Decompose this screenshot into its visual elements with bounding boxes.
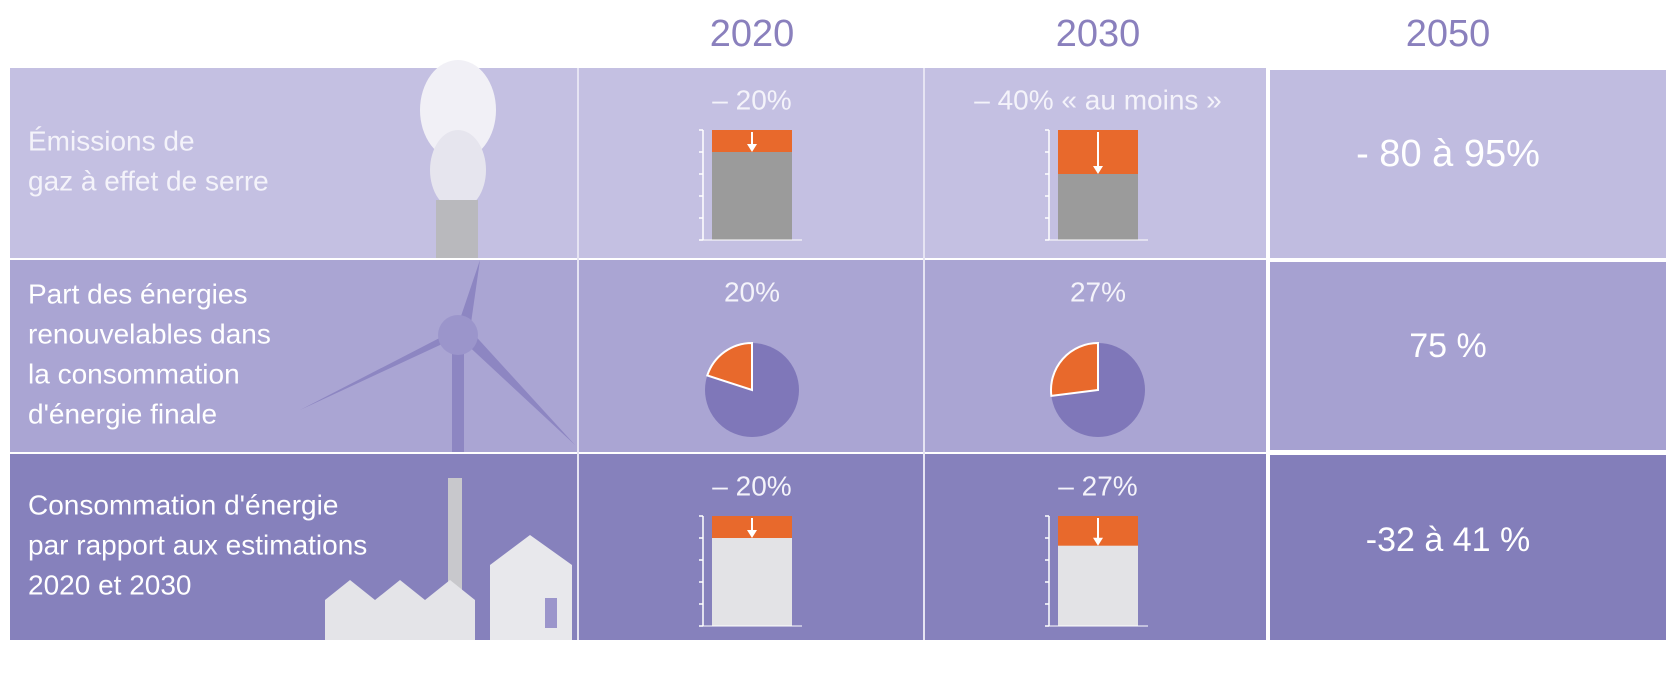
year-header: 2050	[1406, 13, 1491, 55]
arrow-head	[747, 144, 757, 152]
factory	[325, 580, 475, 640]
pie-slice	[706, 341, 753, 392]
cell-label: 27%	[1070, 276, 1126, 307]
blade	[300, 330, 455, 410]
row-label: gaz à effet de serre	[28, 165, 269, 196]
arrow-head	[747, 530, 757, 538]
smoke	[420, 60, 496, 160]
icons	[300, 60, 575, 640]
target: - 80 à 95%	[1356, 133, 1540, 175]
row-label: 2020 et 2030	[28, 569, 192, 600]
target: 75 %	[1409, 327, 1487, 365]
target: -32 à 41 %	[1366, 521, 1530, 559]
door	[545, 598, 557, 628]
row-label: d'énergie finale	[28, 398, 217, 429]
cell-label: – 20%	[712, 84, 791, 115]
row-bg	[10, 454, 1266, 640]
chimney	[436, 200, 478, 258]
year-header: 2020	[710, 13, 795, 55]
hub	[438, 315, 478, 355]
smoke	[430, 130, 486, 210]
cell-label: – 27%	[1058, 470, 1137, 501]
blade	[458, 260, 480, 330]
row-label: Consommation d'énergie	[28, 489, 338, 520]
row-label: par rapport aux estimations	[28, 529, 367, 560]
pie-slice	[1050, 341, 1099, 398]
cell-label: – 40% « au moins »	[974, 84, 1222, 115]
target-bg	[1270, 262, 1666, 450]
row-bg	[10, 260, 1266, 452]
target-bg	[1270, 455, 1666, 640]
target-bg	[1270, 70, 1666, 258]
row-label: Part des énergies	[28, 278, 247, 309]
row-label: Émissions de	[28, 125, 195, 156]
year-header: 2030	[1056, 13, 1141, 55]
backgrounds	[10, 68, 1666, 640]
row-label: renouvelables dans	[28, 318, 271, 349]
row-bg	[10, 68, 1266, 258]
blade	[462, 330, 575, 445]
cell-label: 20%	[724, 276, 780, 307]
row-label: la consommation	[28, 358, 240, 389]
arrow-head	[1093, 166, 1103, 174]
arrow-head	[1093, 537, 1103, 546]
factory-chimney	[448, 478, 462, 598]
cell-label: – 20%	[712, 470, 791, 501]
